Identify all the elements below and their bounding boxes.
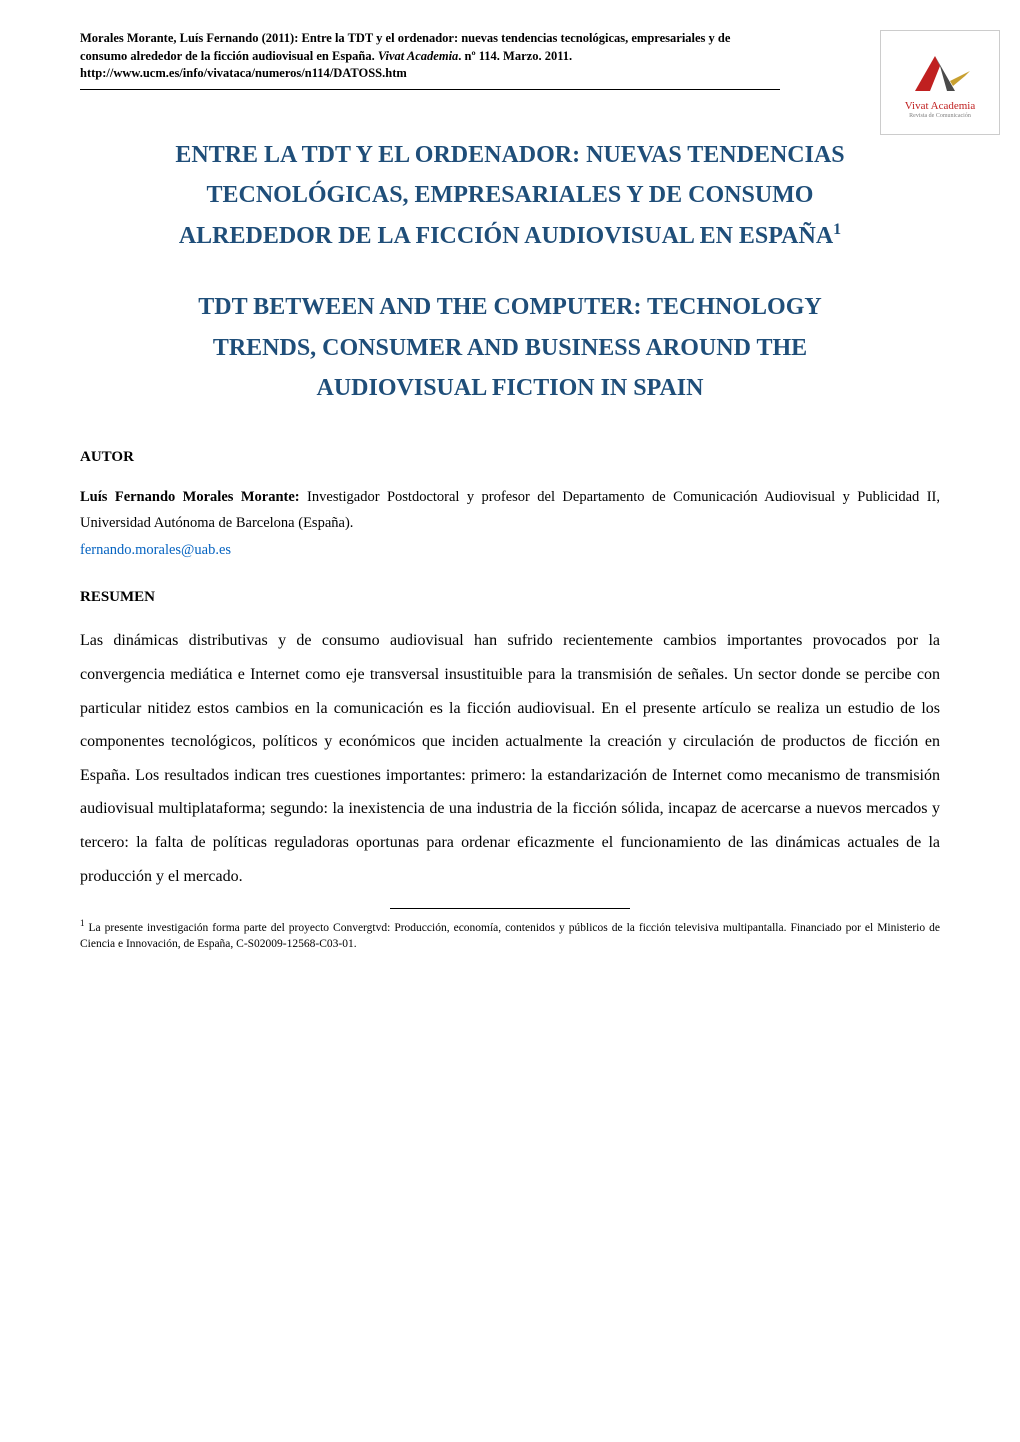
title-footnote-marker: 1 [833,221,841,238]
main-title-line2: TECNOLÓGICAS, EMPRESARIALES Y DE CONSUMO [207,182,814,208]
page-container: Morales Morante, Luís Fernando (2011): E… [0,0,1020,992]
abstract-text: Las dinámicas distributivas y de consumo… [80,624,940,893]
secondary-title-line3: AUDIOVISUAL FICTION IN SPAIN [317,375,704,401]
author-heading: AUTOR [80,449,940,466]
footnote-text: La presente investigación forma parte de… [80,922,940,950]
logo-subtext: Revista de Comunicación [909,113,971,119]
footnote-divider [390,908,630,909]
author-name: Luís Fernando Morales Morante: [80,489,300,505]
author-info: Luís Fernando Morales Morante: Investiga… [80,484,940,536]
logo-box: Vivat Academia Revista de Comunicación [880,30,1000,135]
footnote: 1 La presente investigación forma parte … [80,917,940,952]
header-divider [80,89,780,90]
citation-block: Morales Morante, Luís Fernando (2011): E… [80,30,780,83]
main-title: ENTRE LA TDT Y EL ORDENADOR: NUEVAS TEND… [80,135,940,257]
secondary-title: TDT BETWEEN AND THE COMPUTER: TECHNOLOGY… [80,287,940,409]
vivat-academia-logo-icon [905,46,975,96]
main-title-line1: ENTRE LA TDT Y EL ORDENADOR: NUEVAS TEND… [175,142,844,168]
main-title-line3: ALREDEDOR DE LA FICCIÓN AUDIOVISUAL EN E… [179,223,833,249]
citation-journal: Vivat Academia [378,49,458,63]
header-section: Morales Morante, Luís Fernando (2011): E… [80,30,940,90]
resumen-heading: RESUMEN [80,589,940,606]
logo-text: Vivat Academia [905,100,976,112]
author-email: fernando.morales@uab.es [80,542,940,559]
secondary-title-line2: TRENDS, CONSUMER AND BUSINESS AROUND THE [213,335,807,361]
secondary-title-line1: TDT BETWEEN AND THE COMPUTER: TECHNOLOGY [198,294,821,320]
